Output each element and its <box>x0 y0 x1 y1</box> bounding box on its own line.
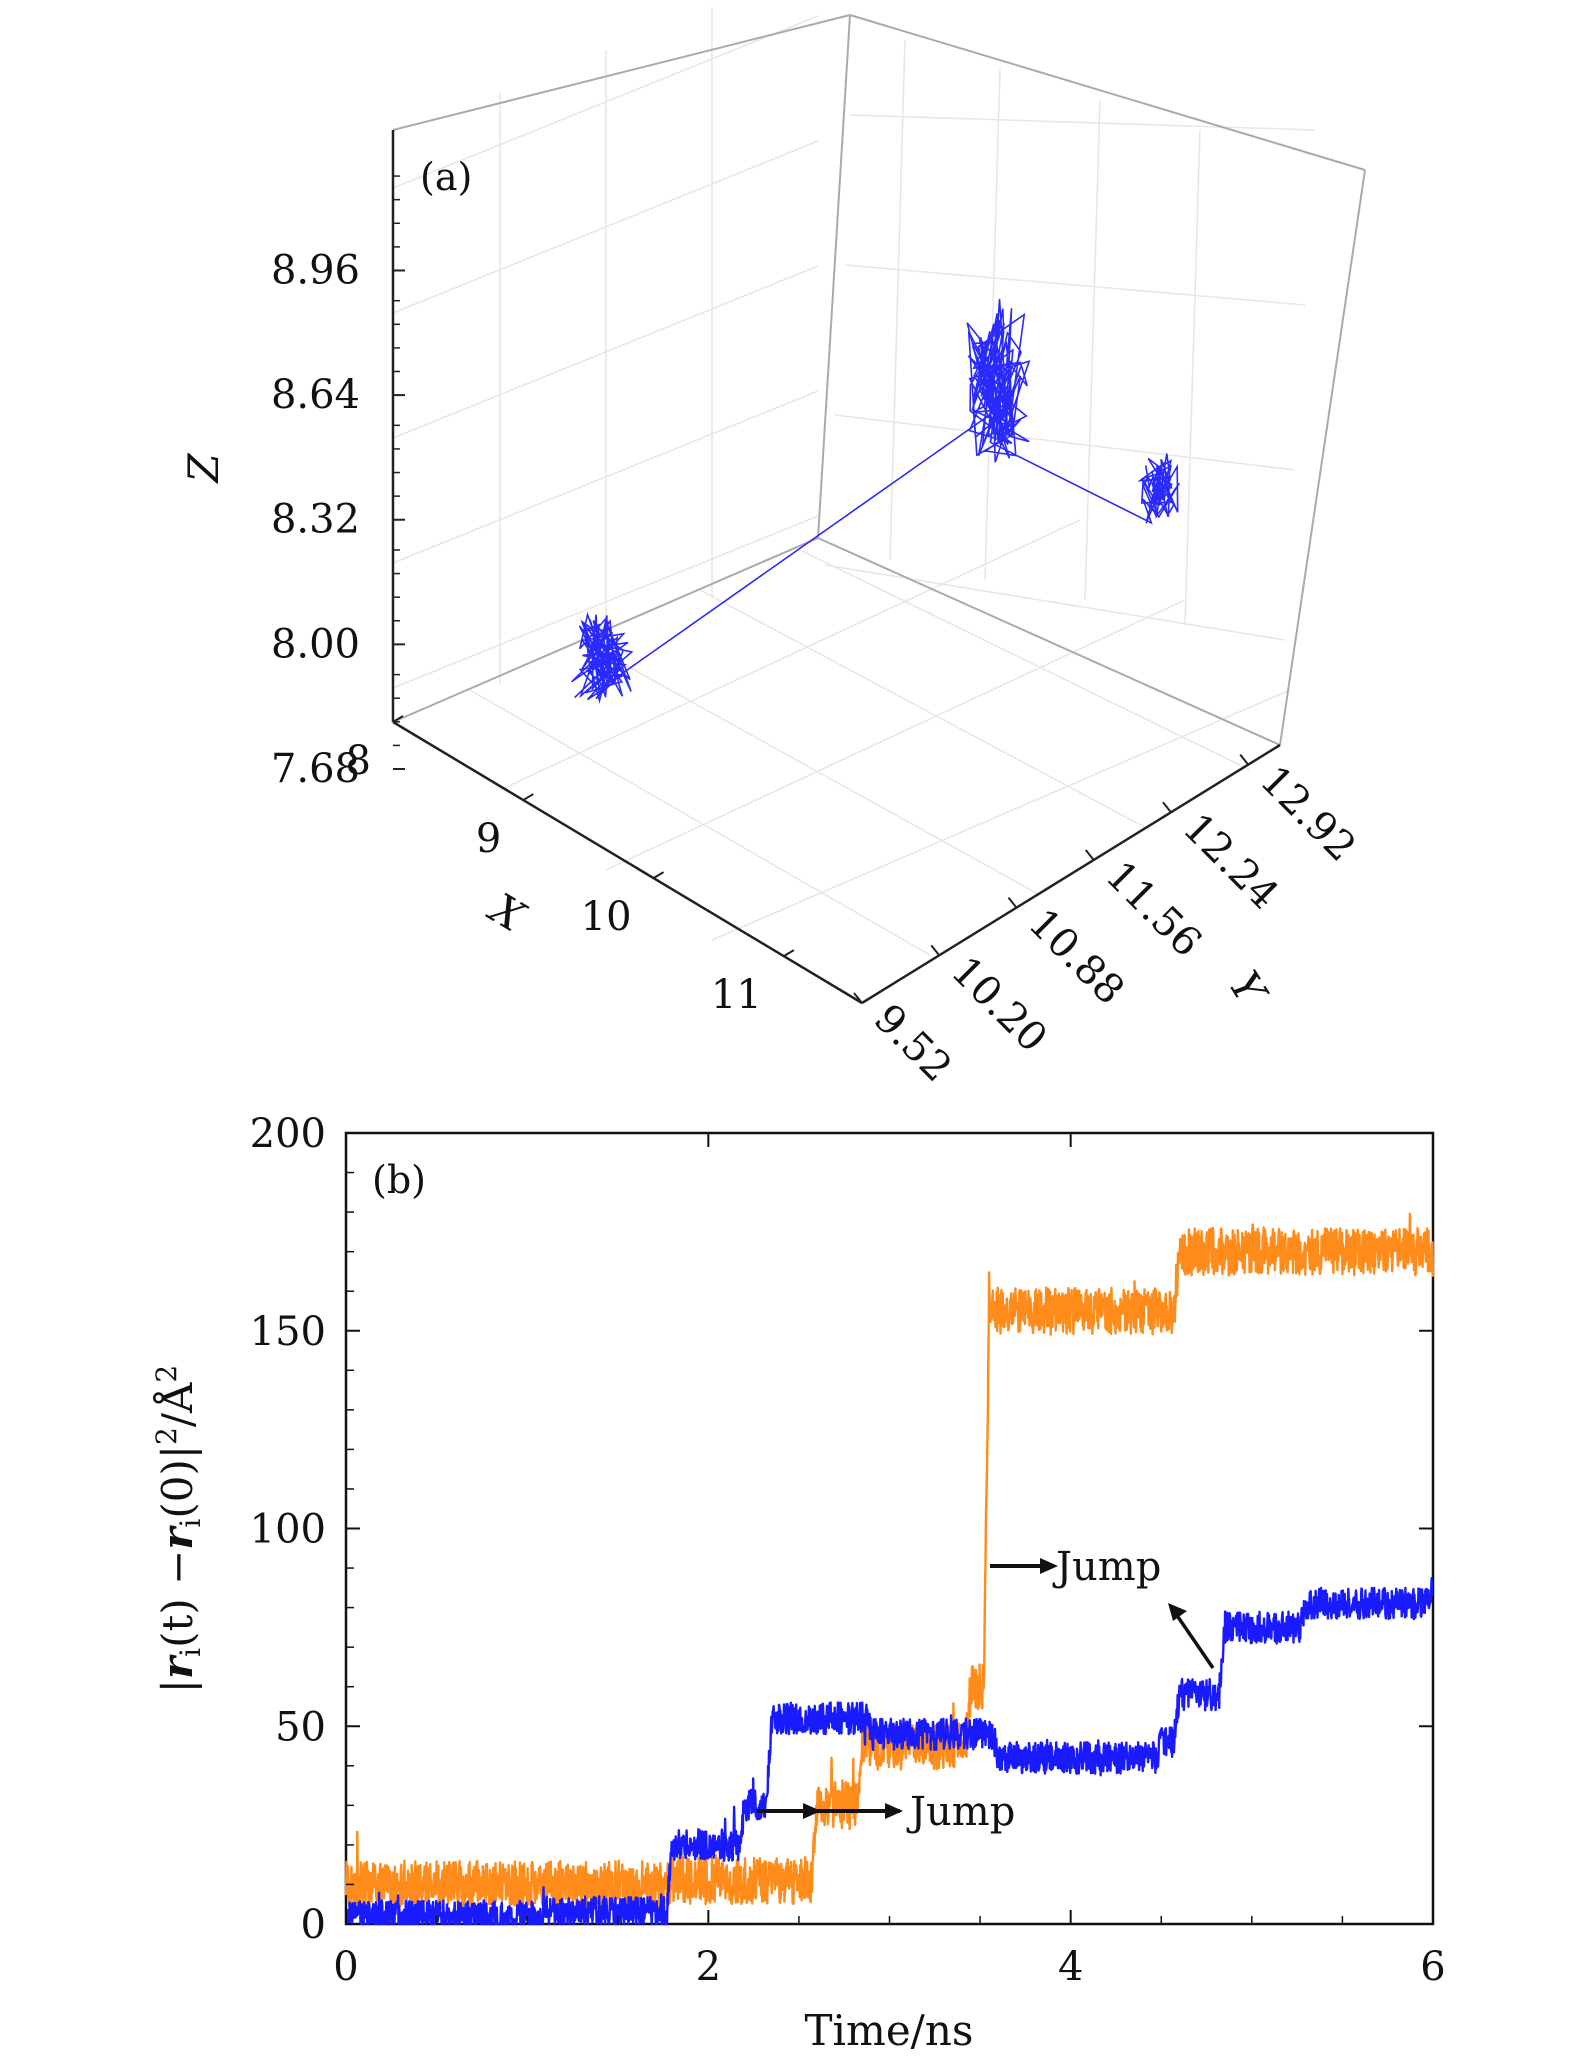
z-tick-label: 7.68 <box>271 746 360 792</box>
x-tick-mark <box>783 949 795 958</box>
jump-label-1: Jump <box>1052 1544 1161 1590</box>
series-blue-line <box>344 1576 1434 1926</box>
z-axis-ticks: 7.68 8.00 8.32 8.64 8.96 <box>271 175 405 792</box>
jump-arrow-diagonal <box>1168 1603 1215 1669</box>
y-axis-title: Y <box>1219 963 1278 1016</box>
y-axis-line <box>861 743 1281 1005</box>
y-tick-mark <box>1084 849 1095 861</box>
y-tick-label: 11.56 <box>1097 853 1211 967</box>
y-tick-label: 10.88 <box>1019 900 1133 1014</box>
z-axis-title: Z <box>179 453 228 485</box>
panel-a-box-edges <box>392 14 1366 746</box>
y-tick-label: 0 <box>301 1902 326 1948</box>
y-tick-label: 9.52 <box>865 996 961 1092</box>
jump-annotation-2: Jump <box>757 1789 1015 1835</box>
x-axis-title: Time/ns <box>805 2006 974 2055</box>
axis-ticks: 0 2 4 6 0 50 100 150 200 <box>250 1111 1446 1990</box>
x-tick-mark <box>522 793 534 801</box>
trajectory-3d <box>571 298 1180 704</box>
x-axis-title: X <box>479 882 534 942</box>
x-tick-mark <box>653 871 665 879</box>
y-tick-label: 100 <box>250 1507 326 1553</box>
x-tick-label: 6 <box>1420 1944 1445 1990</box>
z-tick-label: 8.00 <box>271 621 360 667</box>
y-tick-label: 12.92 <box>1251 757 1365 871</box>
panel-label-a: (a) <box>420 155 472 199</box>
z-tick-label: 8.64 <box>271 372 360 418</box>
panel-a-axes: 7.68 8.00 8.32 8.64 8.96 8 9 10 11 9.5210.2010.… <box>271 130 1365 1091</box>
y-tick-mark <box>853 992 863 1004</box>
jump-annotation-1: Jump <box>990 1544 1161 1590</box>
y-tick-mark <box>1162 801 1172 813</box>
z-tick-label: 8.32 <box>271 497 360 543</box>
x-tick-label: 10 <box>581 894 632 940</box>
x-axis-ticks: 8 9 10 11 <box>346 715 795 1018</box>
y-axis-title: |ri(t) −ri(0)|2/Å2 <box>150 1365 207 1693</box>
y-tick-mark <box>930 944 941 956</box>
trajectory-path <box>571 298 1180 704</box>
x-axis-line <box>392 720 863 1005</box>
panel-b: 0 2 4 6 0 50 100 150 200 (b) Time/ns |ri(t) −ri(… <box>150 1111 1446 2055</box>
jump-label-2: Jump <box>906 1789 1015 1835</box>
y-tick-label: 10.20 <box>942 948 1056 1062</box>
x-tick-label: 0 <box>333 1944 358 1990</box>
y-tick-label: 150 <box>250 1309 326 1355</box>
panel-label-b: (b) <box>372 1158 426 1202</box>
x-tick-label: 2 <box>696 1944 721 1990</box>
y-tick-label: 50 <box>275 1704 326 1750</box>
x-tick-mark <box>392 715 404 723</box>
x-tick-label: 4 <box>1058 1944 1083 1990</box>
y-tick-mark <box>1007 897 1018 909</box>
x-tick-label: 8 <box>346 738 371 784</box>
panel-a-grid <box>392 7 1316 956</box>
z-tick-label: 8.96 <box>271 247 360 293</box>
y-tick-label: 12.24 <box>1174 805 1288 919</box>
plot-series <box>344 1212 1435 1926</box>
panel-a: 7.68 8.00 8.32 8.64 8.96 8 9 10 11 9.5210.2010.… <box>179 7 1366 1091</box>
y-tick-mark <box>1239 754 1249 766</box>
x-tick-label: 11 <box>711 972 762 1018</box>
x-tick-label: 9 <box>476 816 501 862</box>
y-tick-label: 200 <box>250 1111 326 1157</box>
